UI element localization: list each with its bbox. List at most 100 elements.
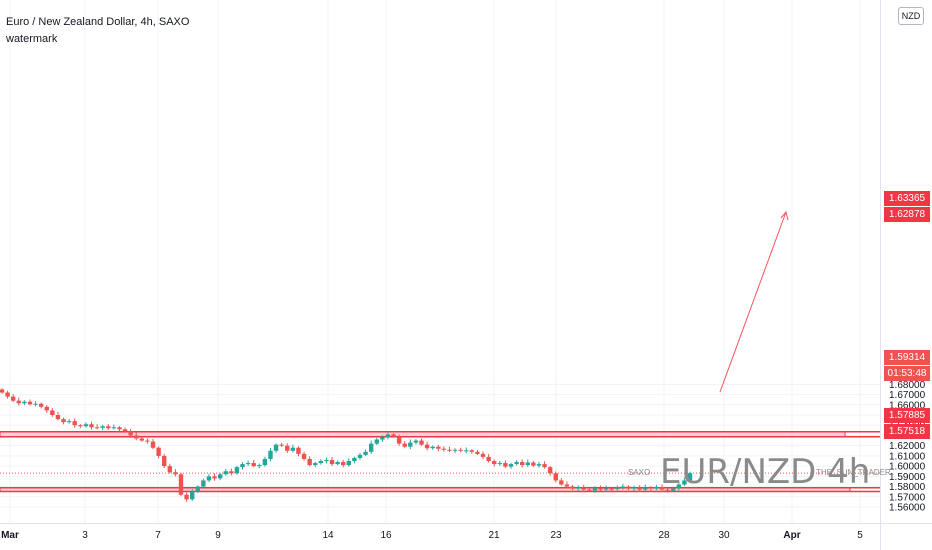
indicator-label[interactable]: watermark bbox=[6, 33, 58, 45]
currency-button[interactable]: NZD bbox=[898, 7, 924, 25]
candle-body bbox=[83, 424, 89, 427]
projection-arrow[interactable] bbox=[719, 210, 789, 393]
price-tick-label: 1.59000 bbox=[889, 472, 926, 483]
time-tick-label: Apr bbox=[783, 530, 800, 541]
candle-body bbox=[10, 396, 16, 401]
candle-body bbox=[262, 458, 268, 466]
candle-body bbox=[413, 440, 419, 443]
price-tick-label: 1.58000 bbox=[889, 482, 926, 493]
candle-body bbox=[654, 487, 659, 489]
candle-body bbox=[525, 462, 530, 466]
time-tick-label: 16 bbox=[380, 530, 392, 541]
candle-body bbox=[363, 451, 368, 455]
candle-body bbox=[117, 427, 122, 430]
candle-body bbox=[16, 400, 21, 404]
candle-body bbox=[486, 456, 491, 462]
time-tick-label: 3 bbox=[82, 530, 88, 541]
candle-body bbox=[212, 476, 217, 479]
candle-body bbox=[408, 442, 413, 447]
candle-body bbox=[637, 487, 642, 490]
candle-body bbox=[497, 463, 503, 465]
candle-body bbox=[402, 443, 407, 447]
price-tick-label: 1.62000 bbox=[889, 441, 926, 452]
candle-body bbox=[285, 445, 290, 451]
candle-body bbox=[531, 462, 536, 466]
candle-body bbox=[620, 486, 626, 488]
candle-body bbox=[217, 474, 223, 479]
price-tick-label: 1.61000 bbox=[889, 451, 926, 462]
candle-body bbox=[106, 426, 111, 429]
time-tick-label: 21 bbox=[488, 530, 500, 541]
price-tick-label: 1.60000 bbox=[889, 462, 926, 473]
candle-body bbox=[50, 410, 55, 416]
candle-body bbox=[447, 449, 452, 451]
candle-body bbox=[480, 453, 486, 457]
candle-body bbox=[536, 464, 542, 466]
time-axis[interactable]: Mar 3 7 9 14 16 21 23 28 30 Apr 5 bbox=[1, 530, 863, 541]
candle-body bbox=[318, 461, 324, 464]
price-tick-label: 1.66000 bbox=[889, 400, 926, 411]
candle-body bbox=[396, 436, 402, 444]
candle-body bbox=[643, 487, 648, 490]
support-resistance-zones[interactable] bbox=[0, 430, 880, 493]
candle-body bbox=[100, 426, 105, 428]
candle-body bbox=[631, 487, 637, 489]
candle-body bbox=[346, 461, 351, 466]
candle-body bbox=[648, 487, 654, 489]
zone2-bottom-price-label: 1.57518 bbox=[884, 424, 930, 439]
candle-body bbox=[357, 454, 363, 458]
candle-body bbox=[173, 472, 178, 475]
candle-body bbox=[240, 464, 245, 468]
price-axis[interactable]: 1.680001.670001.660001.650001.640001.630… bbox=[889, 380, 926, 514]
candle-body bbox=[503, 463, 508, 467]
candle-body bbox=[592, 488, 598, 491]
candle-body bbox=[111, 427, 117, 429]
candle-body bbox=[374, 439, 379, 444]
time-tick-label: 30 bbox=[718, 530, 730, 541]
candle-body bbox=[296, 447, 301, 454]
symbol-title[interactable]: Euro / New Zealand Dollar, 4h, SAXO bbox=[6, 16, 190, 28]
candle-body bbox=[189, 491, 195, 500]
candle-body bbox=[436, 446, 441, 449]
candle-body bbox=[167, 466, 173, 473]
candle-body bbox=[553, 473, 558, 481]
candle-body bbox=[307, 458, 312, 466]
candle-body bbox=[94, 427, 100, 429]
candle-body bbox=[665, 489, 670, 491]
candle-body bbox=[452, 449, 458, 451]
candle-body bbox=[570, 486, 575, 489]
candle-body bbox=[575, 487, 581, 489]
candle-body bbox=[682, 480, 687, 485]
countdown-label: 01:53:48 bbox=[884, 366, 930, 381]
time-tick-label: 23 bbox=[550, 530, 562, 541]
candle-body bbox=[542, 464, 547, 468]
candle-body bbox=[626, 486, 631, 489]
candle-body bbox=[547, 467, 553, 474]
candle-body bbox=[368, 443, 374, 452]
candle-body bbox=[201, 480, 206, 487]
candle-body bbox=[27, 401, 33, 405]
candle-body bbox=[581, 487, 586, 490]
time-tick-label: Mar bbox=[1, 530, 19, 541]
arrow-head bbox=[780, 210, 789, 221]
candle-body bbox=[66, 421, 72, 423]
candle-body bbox=[380, 437, 385, 440]
candle-body bbox=[178, 474, 184, 495]
candle-body bbox=[514, 462, 519, 465]
candle-body bbox=[609, 488, 614, 490]
candle-body bbox=[78, 425, 83, 427]
current-price-label: 1.59314 bbox=[884, 350, 930, 365]
candle-body bbox=[441, 448, 447, 450]
candle-body bbox=[458, 449, 463, 451]
candle-body bbox=[671, 488, 676, 491]
candle-body bbox=[324, 459, 329, 462]
price-tick-label: 1.57000 bbox=[889, 492, 926, 503]
zone1-bottom-price-label: 1.62878 bbox=[884, 207, 930, 222]
arrow-line[interactable] bbox=[719, 211, 787, 393]
candle-body bbox=[469, 450, 475, 452]
candle-body bbox=[162, 455, 167, 467]
price-tick-label: 1.56000 bbox=[889, 503, 926, 514]
candle-body bbox=[122, 429, 128, 432]
time-tick-label: 14 bbox=[322, 530, 334, 541]
